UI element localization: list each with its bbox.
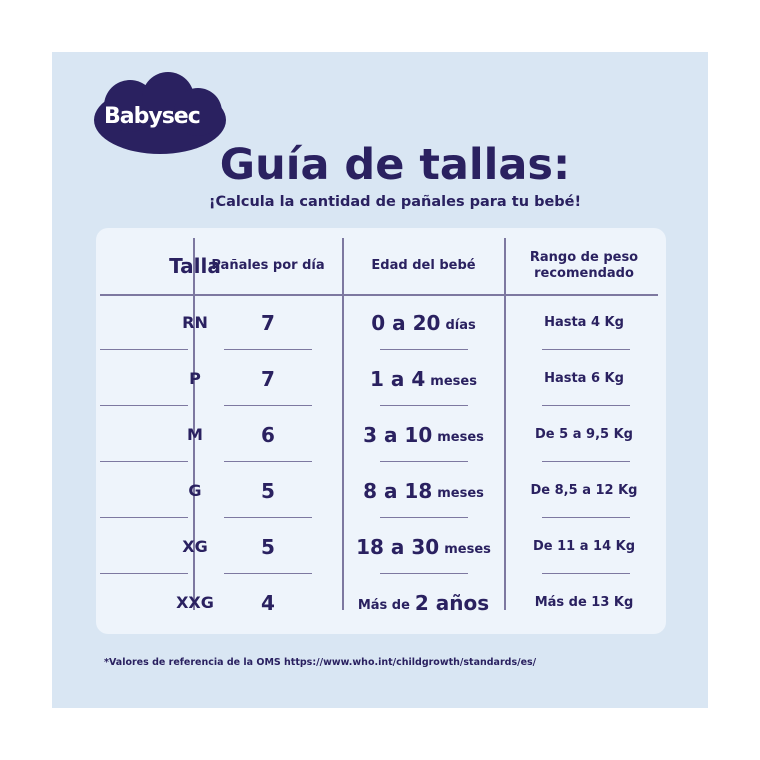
row-divider bbox=[542, 573, 630, 574]
column-divider bbox=[193, 238, 195, 610]
talla-value: XG bbox=[182, 537, 208, 557]
cell-peso: De 5 a 9,5 Kg bbox=[507, 419, 661, 451]
row-divider bbox=[542, 349, 630, 350]
edad-unit: días bbox=[445, 318, 476, 334]
panales-value: 7 bbox=[261, 367, 275, 391]
row-divider bbox=[542, 517, 630, 518]
cell-edad: 18 a 30 meses bbox=[345, 531, 502, 563]
row-divider bbox=[224, 517, 312, 518]
talla-value: M bbox=[187, 425, 203, 445]
peso-value: De 8,5 a 12 Kg bbox=[530, 483, 638, 499]
row-divider bbox=[100, 461, 188, 462]
footnote: *Valores de referencia de la OMS https:/… bbox=[104, 657, 537, 668]
cell-panales: 7 bbox=[196, 307, 340, 339]
peso-value: De 11 a 14 Kg bbox=[532, 539, 636, 555]
edad-value: 8 a 18 bbox=[363, 479, 433, 503]
edad-unit: meses bbox=[430, 374, 477, 390]
cell-talla: P bbox=[100, 363, 290, 395]
panales-value: 7 bbox=[261, 311, 275, 335]
babysec-logo-text: Babysec bbox=[104, 104, 201, 129]
cell-talla: M bbox=[100, 419, 290, 451]
row-divider bbox=[100, 349, 188, 350]
edad-unit: meses bbox=[437, 430, 484, 446]
cell-edad: 8 a 18 meses bbox=[345, 475, 502, 507]
header-edad-del-bebe: Edad del bebé bbox=[371, 258, 476, 274]
edad-value: 18 a 30 bbox=[356, 535, 440, 559]
cell-peso: De 11 a 14 Kg bbox=[507, 531, 661, 563]
header-rango-de-peso: Rango de peso recomendado bbox=[529, 250, 639, 281]
peso-value: Más de 13 Kg bbox=[534, 595, 634, 611]
cell-edad: 0 a 20 días bbox=[345, 307, 502, 339]
edad-value: 1 a 4 bbox=[370, 367, 426, 391]
cell-talla: RN bbox=[100, 307, 290, 339]
row-divider bbox=[100, 517, 188, 518]
row-divider bbox=[380, 517, 468, 518]
talla-value: P bbox=[189, 369, 201, 389]
talla-value: XXG bbox=[176, 593, 214, 613]
panales-value: 5 bbox=[261, 479, 275, 503]
row-divider bbox=[380, 349, 468, 350]
cell-peso: Hasta 6 Kg bbox=[507, 363, 661, 395]
page-subtitle: ¡Calcula la cantidad de pañales para tu … bbox=[208, 194, 582, 210]
cell-peso: Hasta 4 Kg bbox=[507, 307, 661, 339]
panales-value: 5 bbox=[261, 535, 275, 559]
row-divider bbox=[224, 461, 312, 462]
cell-peso: Más de 13 Kg bbox=[507, 587, 661, 619]
edad-unit: meses bbox=[444, 542, 491, 558]
cell-peso: De 8,5 a 12 Kg bbox=[507, 475, 661, 507]
row-divider bbox=[100, 405, 188, 406]
peso-value: De 5 a 9,5 Kg bbox=[535, 427, 633, 443]
row-divider bbox=[224, 405, 312, 406]
row-divider bbox=[224, 573, 312, 574]
edad-value: 2 años bbox=[414, 591, 490, 615]
talla-value: RN bbox=[182, 313, 208, 333]
row-divider bbox=[100, 573, 188, 574]
panales-value: 4 bbox=[261, 591, 275, 615]
column-divider bbox=[342, 238, 344, 610]
cell-panales: 5 bbox=[196, 531, 340, 563]
row-divider bbox=[542, 461, 630, 462]
column-divider bbox=[504, 238, 506, 610]
babysec-logo-cloud bbox=[94, 72, 226, 154]
cell-panales: 4 bbox=[196, 587, 340, 619]
cell-talla: XG bbox=[100, 531, 290, 563]
peso-value: Hasta 4 Kg bbox=[544, 315, 624, 331]
edad-prefix: Más de bbox=[357, 598, 410, 614]
row-divider bbox=[224, 349, 312, 350]
cell-panales: 7 bbox=[196, 363, 340, 395]
page-title: Guía de tallas: bbox=[219, 140, 571, 190]
edad-value: 0 a 20 bbox=[371, 311, 441, 335]
panales-value: 6 bbox=[261, 423, 275, 447]
talla-value: G bbox=[188, 481, 202, 501]
row-divider bbox=[380, 405, 468, 406]
edad-unit: meses bbox=[437, 486, 484, 502]
edad-value: 3 a 10 bbox=[363, 423, 433, 447]
cell-edad: 1 a 4 meses bbox=[345, 363, 502, 395]
size-table bbox=[96, 228, 666, 634]
header-panales-por-dia: Pañales por día bbox=[211, 258, 325, 274]
header-divider bbox=[100, 294, 658, 296]
cell-talla: XXG bbox=[100, 587, 290, 619]
cell-talla: G bbox=[100, 475, 290, 507]
header-talla: Talla bbox=[169, 254, 221, 278]
row-divider bbox=[380, 573, 468, 574]
row-divider bbox=[380, 461, 468, 462]
row-divider bbox=[542, 405, 630, 406]
cell-edad: Más de 2 años bbox=[345, 587, 502, 619]
cell-edad: 3 a 10 meses bbox=[345, 419, 502, 451]
cell-panales: 5 bbox=[196, 475, 340, 507]
peso-value: Hasta 6 Kg bbox=[544, 371, 624, 387]
cell-panales: 6 bbox=[196, 419, 340, 451]
